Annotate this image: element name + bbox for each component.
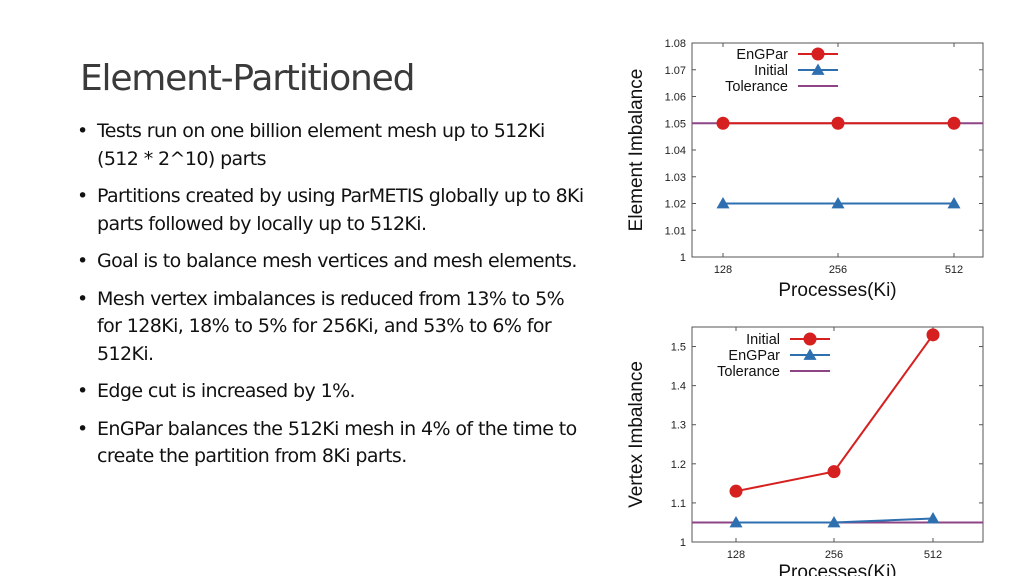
bullet-item: Mesh vertex imbalances is reduced from 1… — [76, 286, 586, 369]
data-point-initial — [716, 197, 730, 209]
data-point-initial — [926, 328, 940, 342]
y-tick-label: 1.4 — [671, 381, 686, 393]
x-tick-label: 512 — [924, 549, 942, 561]
legend-label-engpar: EnGPar — [736, 47, 788, 63]
x-axis-label: Processes(Ki) — [778, 280, 896, 301]
y-tick-label: 1.1 — [671, 498, 686, 510]
legend-marker-engpar — [803, 348, 817, 360]
y-tick-label: 1.08 — [665, 38, 686, 50]
y-tick-label: 1 — [680, 252, 686, 264]
y-tick-label: 1.02 — [665, 199, 686, 211]
y-tick-label: 1 — [680, 537, 686, 549]
slide-title: Element-Partitioned — [80, 58, 415, 99]
x-axis-label: Processes(Ki) — [778, 562, 896, 576]
data-point-initial — [827, 465, 841, 479]
legend-label-initial: Initial — [754, 63, 788, 79]
bullet-item: Partitions created by using ParMETIS glo… — [76, 183, 586, 238]
y-tick-label: 1.03 — [665, 172, 686, 184]
bullet-item: Goal is to balance mesh vertices and mes… — [76, 248, 586, 276]
legend-label-engpar: EnGPar — [728, 348, 780, 364]
x-tick-label: 256 — [829, 264, 847, 276]
data-point-initial — [831, 197, 845, 209]
y-tick-label: 1.2 — [671, 459, 686, 471]
data-point-initial — [947, 197, 961, 209]
x-tick-label: 128 — [727, 549, 745, 561]
x-tick-label: 256 — [825, 549, 843, 561]
bullet-item: Edge cut is increased by 1%. — [76, 378, 586, 406]
data-point-engpar — [831, 116, 845, 130]
bullet-list: Tests run on one billion element mesh up… — [76, 118, 586, 481]
y-tick-label: 1.07 — [665, 65, 686, 77]
legend-label-initial: Initial — [746, 332, 780, 348]
data-point-engpar — [729, 515, 743, 528]
x-tick-label: 512 — [945, 264, 963, 276]
data-point-engpar — [947, 116, 961, 130]
plot-frame — [691, 326, 984, 543]
legend-marker-initial — [811, 63, 825, 75]
y-tick-label: 1.01 — [665, 225, 686, 237]
bullet-item: EnGPar balances the 512Ki mesh in 4% of … — [76, 416, 586, 471]
legend-label-tolerance: Tolerance — [725, 79, 788, 95]
legend-marker-engpar — [811, 47, 825, 61]
legend-marker-initial — [803, 332, 817, 346]
bullet-item: Tests run on one billion element mesh up… — [76, 118, 586, 173]
data-point-engpar — [827, 515, 841, 528]
x-tick-label: 128 — [714, 264, 732, 276]
y-tick-label: 1.3 — [671, 420, 686, 432]
y-tick-label: 1.5 — [671, 342, 686, 354]
y-axis-label: Vertex Imbalance — [626, 361, 647, 508]
y-axis-label: Element Imbalance — [626, 69, 647, 232]
legend-label-tolerance: Tolerance — [717, 364, 780, 380]
y-tick-label: 1.04 — [665, 145, 686, 157]
data-point-initial — [729, 484, 743, 498]
data-point-engpar — [716, 116, 730, 130]
y-tick-label: 1.05 — [665, 118, 686, 130]
y-tick-label: 1.06 — [665, 92, 686, 104]
data-point-engpar — [926, 512, 940, 524]
